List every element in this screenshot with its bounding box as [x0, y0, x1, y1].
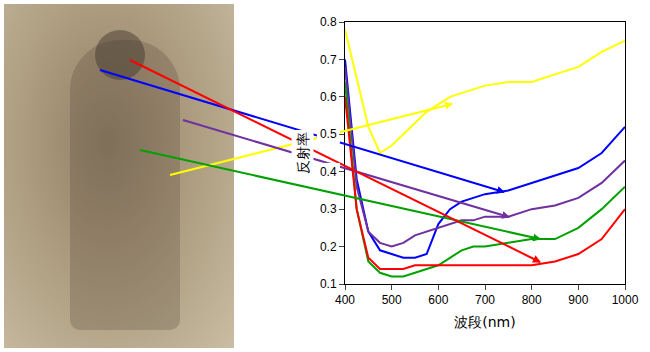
svg-text:波段(nm): 波段(nm) — [454, 314, 515, 330]
svg-text:0.2: 0.2 — [320, 240, 337, 254]
svg-text:400: 400 — [335, 293, 355, 307]
svg-text:0.1: 0.1 — [320, 277, 337, 291]
svg-text:900: 900 — [568, 293, 588, 307]
svg-text:700: 700 — [475, 293, 495, 307]
svg-text:0.8: 0.8 — [320, 15, 337, 29]
svg-text:800: 800 — [522, 293, 542, 307]
svg-text:0.6: 0.6 — [320, 90, 337, 104]
svg-text:1000: 1000 — [612, 293, 639, 307]
svg-text:反射率: 反射率 — [295, 132, 311, 174]
svg-text:0.4: 0.4 — [320, 165, 337, 179]
svg-text:500: 500 — [382, 293, 402, 307]
svg-text:0.3: 0.3 — [320, 202, 337, 216]
svg-text:600: 600 — [428, 293, 448, 307]
svg-text:0.5: 0.5 — [320, 127, 337, 141]
svg-text:0.7: 0.7 — [320, 53, 337, 67]
